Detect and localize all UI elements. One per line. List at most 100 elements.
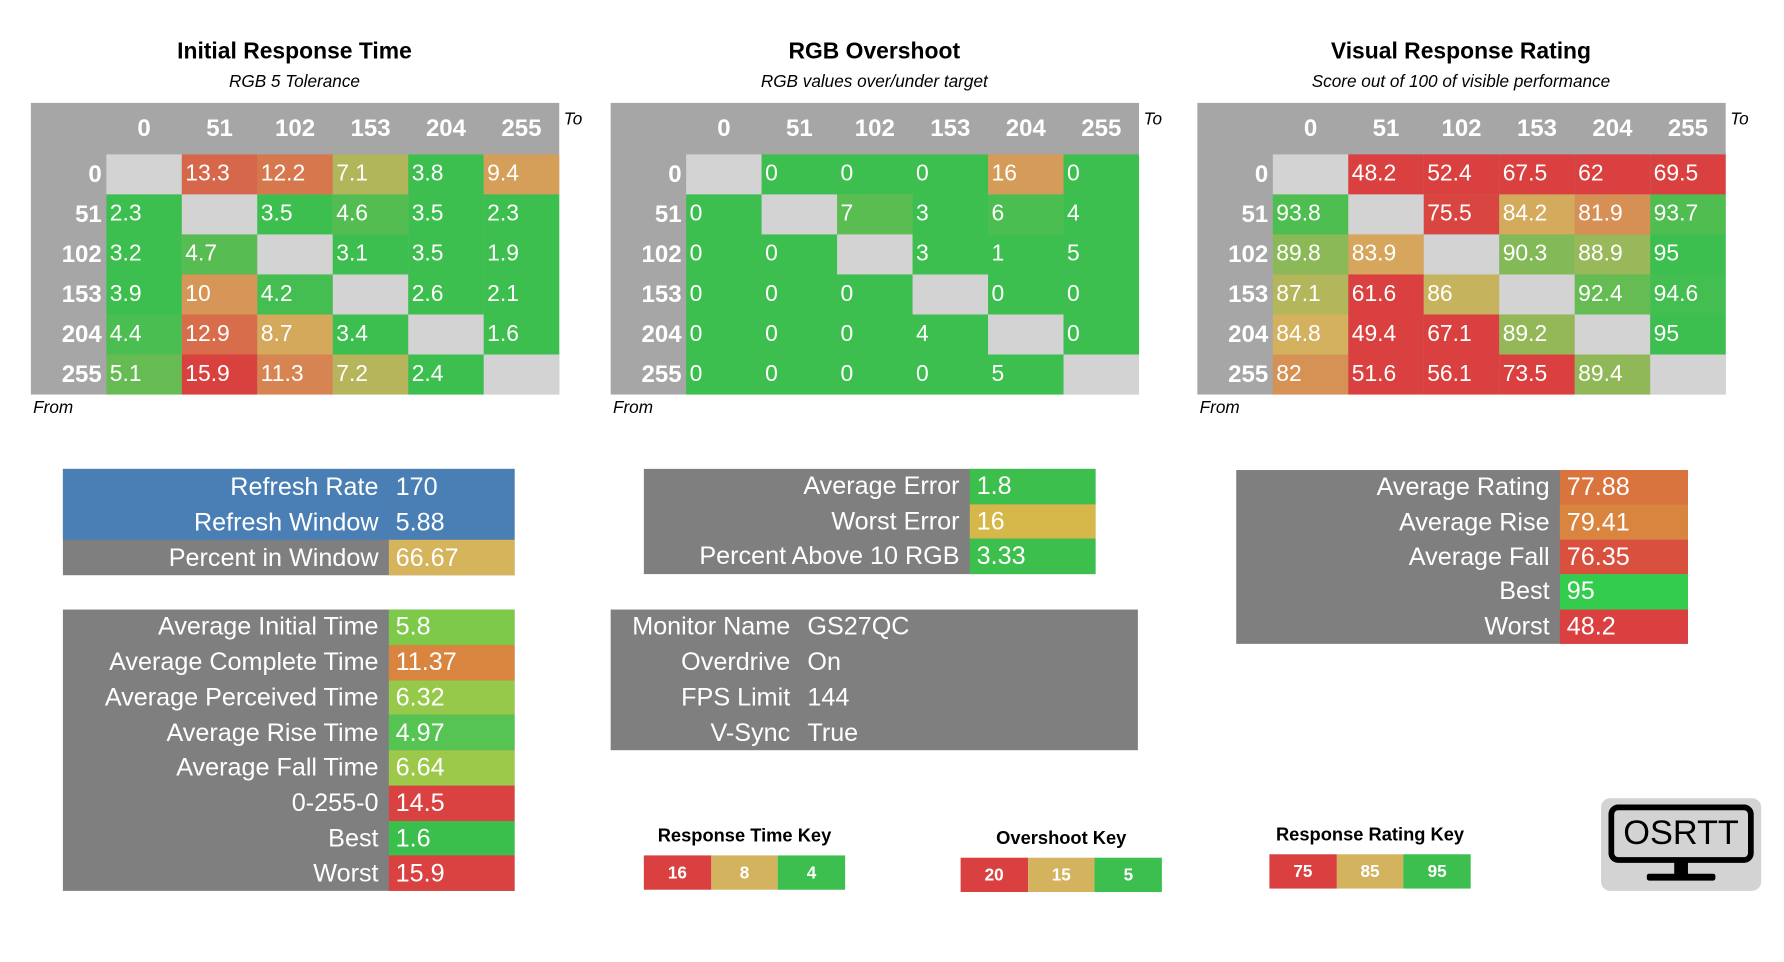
empty-cell [912, 274, 989, 315]
summary-value: 1.6 [388, 820, 515, 856]
summary-table: Refresh Rate 170 Refresh Window 5.88 Percent… [62, 468, 515, 576]
heatmap-cell: 7 [837, 194, 913, 235]
heatmap-cell: 3.2 [106, 234, 182, 275]
summary-label: Worst [313, 858, 379, 888]
summary-value: 144 [807, 682, 850, 712]
heatmap-cell: 92.4 [1574, 274, 1651, 315]
key-title: Response Rating Key [1275, 825, 1465, 846]
column-header: 153 [350, 114, 391, 142]
heatmap-cell: 0 [837, 354, 913, 395]
color-key: Overshoot Key 20 15 5 [960, 829, 1162, 893]
axis-to-label: To [1730, 109, 1749, 130]
heatmap-cell: 5 [988, 354, 1064, 395]
heatmap-cell: 2.1 [483, 274, 560, 315]
heatmap-cell: 12.9 [181, 314, 258, 355]
empty-cell [1574, 314, 1651, 355]
summary-value: 77.88 [1559, 470, 1688, 505]
empty-cell [686, 154, 762, 195]
summary-value: 48.2 [1559, 609, 1688, 644]
summary-table: Average Rating 77.88 Average Rise 79.41 Aver… [1236, 470, 1688, 644]
summary-label: Worst [1484, 611, 1550, 641]
heatmap-cell: 13.3 [181, 154, 258, 195]
heatmap-cell: 9.4 [483, 154, 560, 195]
summary-label: Average Perceived Time [104, 682, 379, 712]
row-header: 204 [1228, 320, 1269, 348]
empty-cell [257, 234, 333, 275]
summary-label: Best [1499, 576, 1550, 606]
heatmap-cell: 87.1 [1272, 274, 1349, 315]
heatmap-cell: 83.9 [1348, 234, 1424, 275]
empty-cell [1650, 354, 1726, 395]
heatmap-cell: 1 [988, 234, 1064, 275]
summary-value: 5.8 [388, 609, 515, 645]
summary-value: 5.88 [388, 504, 515, 540]
column-header: 255 [1081, 114, 1122, 142]
column-header: 51 [786, 114, 813, 142]
axis-to-label: To [1143, 109, 1163, 130]
heatmap-cell: 15.9 [181, 354, 258, 395]
column-header: 51 [1372, 114, 1400, 142]
summary-label: FPS Limit [681, 682, 791, 712]
summary-label: Overdrive [681, 647, 791, 677]
heatmap-cell: 3.4 [332, 314, 409, 355]
column-header: 153 [930, 114, 971, 142]
heatmap-cell: 94.6 [1650, 274, 1726, 315]
heatmap-cell: 3.5 [257, 194, 333, 235]
summary-label: Best [328, 823, 379, 852]
heatmap-subtitle: Score out of 100 of visible performance [1311, 72, 1611, 92]
empty-cell [1423, 234, 1500, 275]
heatmap-cell: 89.8 [1272, 234, 1349, 275]
heatmap-cell: 95 [1650, 234, 1726, 275]
heatmap-cell: 0 [686, 194, 762, 235]
summary-value: 14.5 [388, 785, 515, 821]
row-header: 153 [61, 280, 102, 308]
empty-cell [837, 234, 913, 275]
heatmap-subtitle: RGB values over/under target [760, 72, 988, 92]
column-header: 204 [1005, 114, 1046, 142]
axis-from-label: From [33, 397, 74, 418]
heatmap-cell: 2.4 [408, 354, 484, 395]
heatmap-cell: 3.9 [106, 274, 182, 315]
heatmap-cell: 4 [912, 314, 989, 355]
heatmap-cell: 61.6 [1348, 274, 1424, 315]
key-swatch: 4 [778, 855, 846, 890]
heatmap-cell: 52.4 [1423, 154, 1500, 195]
heatmap-cell: 48.2 [1348, 154, 1424, 195]
heatmap-cell: 12.2 [257, 154, 333, 195]
summary-value: 76.35 [1559, 539, 1688, 575]
axis-to-label: To [563, 109, 583, 130]
logo: OSRTT [1601, 798, 1762, 891]
heatmap-cell: 69.5 [1650, 154, 1726, 195]
summary-value: 79.41 [1559, 504, 1688, 540]
heatmap-cell: 1.9 [483, 234, 560, 275]
summary-table: Average Initial Time 5.8 Average Complete … [62, 609, 515, 891]
heatmap-cell: 86 [1423, 274, 1500, 315]
row-header: 51 [75, 200, 102, 228]
heatmap-cell: 4 [1063, 194, 1140, 235]
heatmap-cell: 0 [686, 354, 762, 395]
summary-label: Average Rise [1398, 507, 1550, 536]
column-header: 204 [1592, 114, 1633, 142]
heatmap-cell: 8.7 [257, 314, 333, 355]
heatmap-title: Visual Response Rating [1330, 38, 1592, 65]
row-header: 153 [1228, 280, 1269, 308]
row-header: 204 [641, 320, 682, 348]
empty-cell [1499, 274, 1575, 315]
key-swatch: 95 [1403, 854, 1471, 889]
heatmap-cell: 3.8 [408, 154, 484, 195]
summary-label: Average Initial Time [158, 612, 379, 641]
heatmap-title: Initial Response Time [177, 38, 412, 65]
heatmap-cell: 6 [988, 194, 1064, 235]
heatmap-cell: 2.6 [408, 274, 484, 315]
heatmap-cell: 81.9 [1574, 194, 1651, 235]
summary-label: Average Fall [1408, 542, 1550, 571]
summary-label: Average Rise Time [166, 717, 379, 747]
heatmap-cell: 0 [837, 314, 913, 355]
summary-value: 6.32 [388, 679, 515, 716]
column-header: 255 [501, 114, 542, 142]
heatmap-cell: 95 [1650, 314, 1726, 355]
heatmap-cell: 0 [912, 154, 989, 195]
key-title: Overshoot Key [996, 829, 1127, 849]
axis-from-label: From [612, 397, 653, 418]
summary-value: 95 [1559, 574, 1688, 610]
